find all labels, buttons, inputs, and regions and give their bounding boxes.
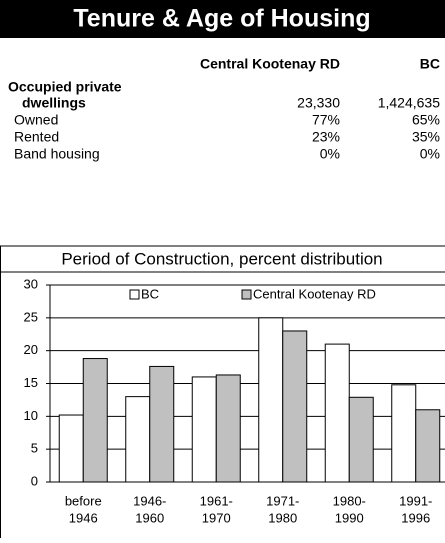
- bar: [125, 396, 151, 483]
- legend-swatch: [241, 289, 252, 300]
- y-tick-label: 25: [24, 309, 38, 324]
- y-tick-label: 20: [24, 342, 38, 357]
- cell-value: 35%: [412, 129, 440, 145]
- bar: [282, 330, 308, 483]
- x-tick-label: 1961-: [200, 493, 233, 508]
- row-label: Band housing: [14, 146, 100, 162]
- bar: [58, 414, 84, 483]
- y-tick-label: 0: [31, 473, 38, 488]
- x-tick-label: before: [65, 493, 102, 508]
- column-header: BC: [420, 56, 440, 72]
- bar: [258, 317, 284, 483]
- title-bar: [0, 0, 445, 38]
- legend-label: BC: [141, 286, 159, 301]
- x-tick-label: 1971-: [266, 493, 299, 508]
- y-tick-label: 10: [24, 408, 38, 423]
- x-tick-label: 1990: [335, 510, 364, 525]
- cell-value: 77%: [312, 112, 340, 128]
- legend-swatch: [129, 289, 140, 300]
- bar: [415, 409, 441, 483]
- row-label: Rented: [14, 129, 59, 145]
- bar: [324, 343, 350, 483]
- row-label: dwellings: [22, 95, 86, 111]
- bar: [149, 365, 175, 483]
- x-tick-label: 1980: [268, 510, 297, 525]
- cell-value: 23,330: [297, 95, 340, 111]
- cell-value: 23%: [312, 129, 340, 145]
- x-tick-label: 1946: [69, 510, 98, 525]
- row-label: Owned: [14, 112, 58, 128]
- legend-label: Central Kootenay RD: [253, 286, 376, 301]
- bar: [215, 374, 241, 483]
- column-header: Central Kootenay RD: [200, 56, 340, 72]
- bar: [191, 376, 217, 483]
- x-tick-label: 1996: [401, 510, 430, 525]
- page-title: Tenure & Age of Housing: [73, 5, 370, 33]
- x-tick-label: 1991-: [399, 493, 432, 508]
- row-label: Occupied private: [8, 79, 122, 95]
- x-tick-label: 1980-: [333, 493, 366, 508]
- y-tick-label: 15: [24, 375, 38, 390]
- bar: [348, 396, 374, 483]
- cell-value: 65%: [412, 112, 440, 128]
- bar: [82, 358, 108, 483]
- x-tick-label: 1970: [202, 510, 231, 525]
- y-tick-label: 5: [31, 441, 38, 456]
- cell-value: 1,424,635: [378, 95, 440, 111]
- bar: [391, 384, 417, 483]
- y-tick-label: 30: [24, 276, 38, 291]
- cell-value: 0%: [420, 146, 440, 162]
- x-tick-label: 1946-: [133, 493, 166, 508]
- cell-value: 0%: [320, 146, 340, 162]
- chart-title: Period of Construction, percent distribu…: [61, 249, 382, 268]
- x-tick-label: 1960: [135, 510, 164, 525]
